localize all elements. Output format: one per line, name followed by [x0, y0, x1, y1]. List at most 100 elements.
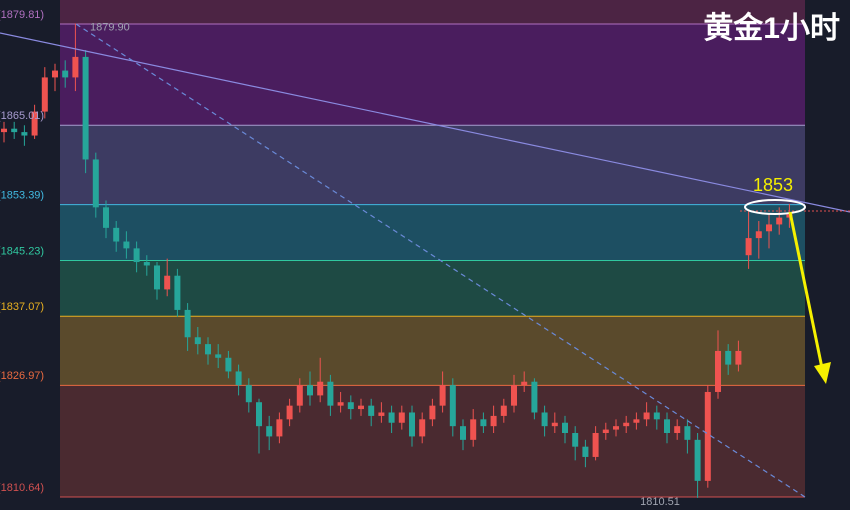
candle-body [480, 419, 487, 427]
annotation: 1853 [753, 175, 793, 195]
arrow-shaft [788, 211, 824, 369]
candle-body [286, 405, 293, 420]
candle-body [266, 426, 273, 437]
y-tick-label: (1853.39) [0, 190, 44, 202]
fib-band [60, 316, 805, 386]
candle-body [531, 381, 538, 413]
candle-body [256, 402, 262, 427]
chart-title: 黄金1小时 [703, 11, 840, 45]
candle-body [52, 70, 58, 78]
candle-body [643, 412, 650, 420]
candle-body [592, 433, 599, 457]
candle-body [551, 422, 558, 427]
candle-body [388, 412, 395, 423]
annotation: 1879.90 [90, 21, 130, 33]
trend-line [0, 32, 850, 213]
candle-body [327, 381, 334, 406]
candle-body [154, 265, 160, 290]
candle-body [745, 238, 752, 256]
candle-body [755, 231, 762, 239]
candle-body [674, 426, 681, 434]
candle-body [1, 128, 7, 133]
candle-body [215, 354, 222, 358]
candle-body [368, 405, 375, 416]
candle-body [419, 419, 426, 437]
candle-body [31, 111, 38, 136]
candle-body [500, 405, 507, 416]
y-tick-label: (1810.64) [0, 482, 44, 494]
candle-body [194, 337, 201, 345]
y-tick-label: (1845.23) [0, 245, 44, 257]
candle-body [103, 207, 109, 228]
candle-body [460, 426, 466, 440]
candle-body [225, 357, 232, 372]
candle-body [398, 412, 405, 423]
fib-bands [60, 0, 805, 498]
y-tick-label: (1837.07) [0, 301, 44, 313]
dashed-trend-line [75, 23, 806, 498]
candle-body [276, 419, 283, 437]
candle-body [143, 262, 150, 266]
candle-body [766, 224, 772, 232]
y-tick-label: (1826.97) [0, 370, 44, 382]
candle-body [429, 405, 436, 420]
candle-body [572, 433, 579, 447]
candle-body [562, 422, 568, 434]
candle-body [684, 426, 691, 440]
candle-body [133, 248, 140, 263]
candle-body [72, 56, 79, 78]
candle-body [439, 385, 446, 406]
candle-body [653, 412, 660, 420]
candle-body [633, 419, 640, 423]
candle-body [113, 227, 120, 242]
arrow-head [814, 362, 831, 384]
candle-body [541, 412, 548, 427]
candle-body [449, 385, 456, 427]
candle-body [490, 415, 497, 427]
candle-body [776, 217, 783, 225]
candle-body [21, 132, 28, 136]
candle-body [92, 159, 99, 208]
candle-body [82, 56, 89, 160]
candle-body [613, 426, 619, 430]
candle-body [582, 446, 589, 457]
candle-body [11, 128, 18, 133]
candle-body [174, 275, 181, 310]
candle-body [715, 350, 721, 392]
candle-body [235, 371, 242, 386]
candle-body [511, 385, 517, 406]
candle-body [62, 70, 69, 78]
highlight-ellipse [744, 199, 806, 215]
candle-body [245, 385, 252, 403]
candle-body [296, 385, 303, 406]
candle-body [378, 412, 385, 416]
y-tick-label: (1865.01) [0, 110, 44, 122]
candle-body [347, 402, 354, 410]
candle-body [337, 402, 344, 406]
candles [1, 23, 793, 498]
candle-body [664, 419, 670, 434]
fib-band [60, 204, 805, 261]
candle-body [184, 309, 191, 338]
y-tick-label: (1879.81) [0, 9, 44, 21]
annotation: 1810.51 [640, 496, 680, 508]
candle-body [725, 350, 732, 365]
candle-body [358, 405, 364, 410]
fib-band [60, 24, 805, 126]
candle-body [123, 241, 130, 249]
candle-body [602, 429, 609, 434]
candle-body [694, 439, 701, 481]
candle-body [521, 381, 528, 386]
candle-body [317, 381, 324, 396]
candle-body [470, 419, 477, 440]
fib-band [60, 260, 805, 317]
candle-body [205, 344, 211, 355]
candle-body [41, 77, 48, 112]
fib-band [60, 0, 805, 25]
candle-body [307, 385, 313, 396]
candle-body [704, 391, 711, 481]
candle-body [164, 275, 171, 290]
candle-body [623, 422, 630, 427]
candle-body [409, 412, 415, 437]
